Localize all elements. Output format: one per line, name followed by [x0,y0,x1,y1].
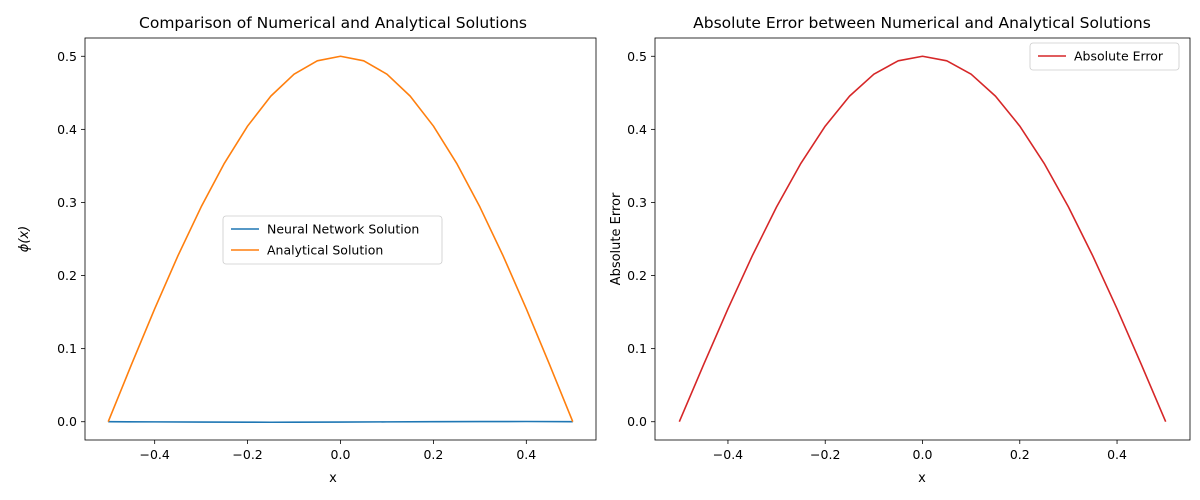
legend: Absolute Error [1029,42,1180,71]
y-tick-label: 0.2 [627,268,647,283]
y-tick-label: 0.4 [57,122,77,137]
legend-label: Absolute Error [1074,49,1164,64]
y-tick-label: 0.1 [57,341,77,356]
x-tick-label: 0.2 [1010,447,1030,462]
y-tick-label: 0.0 [57,414,77,429]
x-tick-label: −0.4 [713,447,743,462]
y-tick-label: 0.4 [627,122,647,137]
legend-label: Analytical Solution [267,243,383,258]
legend-box [1029,42,1180,71]
chart-left-ylabel: ϕ(x) [17,226,32,252]
x-tick-label: −0.4 [140,447,170,462]
chart-right-xlabel: x [918,471,926,486]
series-line-1 [108,420,573,424]
chart-right-plot-area: −0.4 −0.2 0.0 0.2 0.4 0.0 0.1 0.2 0.3 0.4 0.5 Absol… [627,37,1191,462]
chart-right-ylabel: Absolute Error [609,192,624,285]
y-tick-label: 0.1 [627,341,647,356]
x-tick-label: 0.0 [913,447,933,462]
chart-left-title: Comparison of Numerical and Analytical S… [139,14,527,32]
series-line-2 [107,55,574,423]
x-tick-label: 0.2 [423,447,443,462]
chart-left-xlabel: x [329,471,337,486]
legend-label: Neural Network Solution [267,222,419,237]
x-tick-label: −0.2 [810,447,840,462]
x-tick-label: 0.0 [331,447,351,462]
series-line-1 [678,55,1167,423]
chart-right-title: Absolute Error between Numerical and Ana… [693,14,1151,32]
legend: Neural Network Solution Analytical Soluti… [222,215,443,265]
y-tick-label: 0.2 [57,268,77,283]
axes-frame [654,37,1191,441]
x-tick-label: 0.4 [516,447,536,462]
y-tick-label: 0.5 [57,49,77,64]
chart-left-plot-area: −0.4 −0.2 0.0 0.2 0.4 0.0 0.1 0.2 0.3 0.4 0.5 Neura… [57,37,597,462]
x-tick-label: 0.4 [1107,447,1127,462]
legend-box [222,215,443,265]
chart-right: Absolute Error between Numerical and Ana… [609,14,1191,486]
axes-frame [84,37,597,441]
y-tick-label: 0.3 [627,195,647,210]
y-tick-label: 0.3 [57,195,77,210]
y-tick-label: 0.0 [627,414,647,429]
y-tick-label: 0.5 [627,49,647,64]
chart-left: Comparison of Numerical and Analytical S… [17,14,597,486]
x-tick-label: −0.2 [232,447,262,462]
